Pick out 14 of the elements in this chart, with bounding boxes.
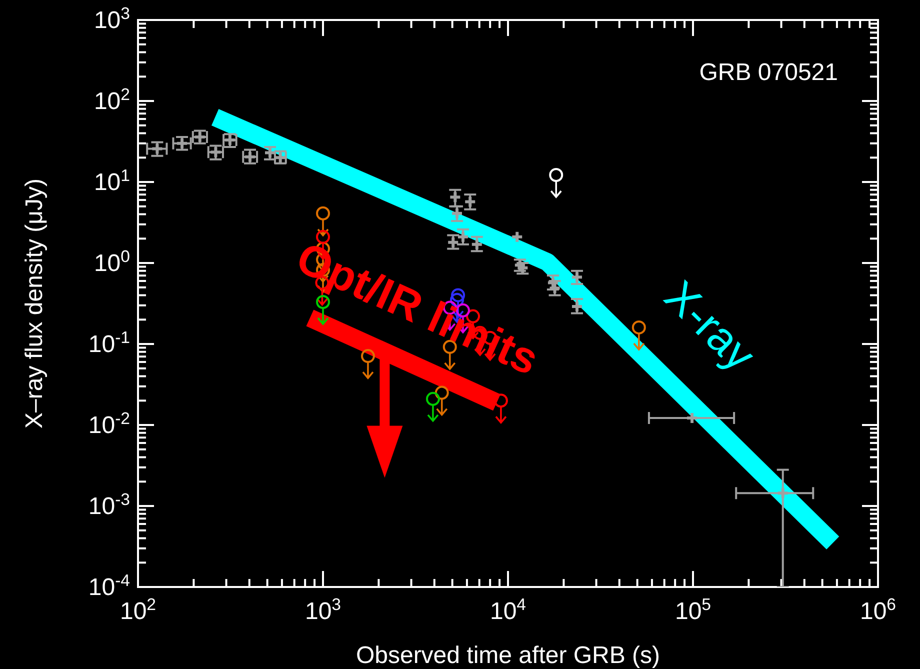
y-tick-label: 10$^{2}$ — [94, 84, 130, 115]
y-tick-label: 10$^{3}$ — [94, 4, 130, 34]
y-tick-label: 10$^{-2}$ — [88, 408, 130, 439]
x-tick-label: 10$^{3}$ — [304, 594, 342, 625]
annotation: GRB 070521 — [699, 59, 838, 86]
x-tick-label: 10$^{5}$ — [674, 594, 712, 625]
x-tick-label: 10$^{6}$ — [860, 594, 896, 625]
y-axis-title: X–ray flux density (μJy) — [21, 178, 48, 428]
x-tick-label: 10$^{4}$ — [490, 594, 526, 625]
y-tick-label: 10$^{1}$ — [94, 166, 130, 196]
y-tick-label: 10$^{0}$ — [94, 246, 130, 277]
y-tick-label: 10$^{-3}$ — [88, 490, 130, 520]
y-tick-label: 10$^{-1}$ — [88, 328, 130, 358]
x-axis-title: Observed time after GRB (s) — [356, 642, 660, 669]
